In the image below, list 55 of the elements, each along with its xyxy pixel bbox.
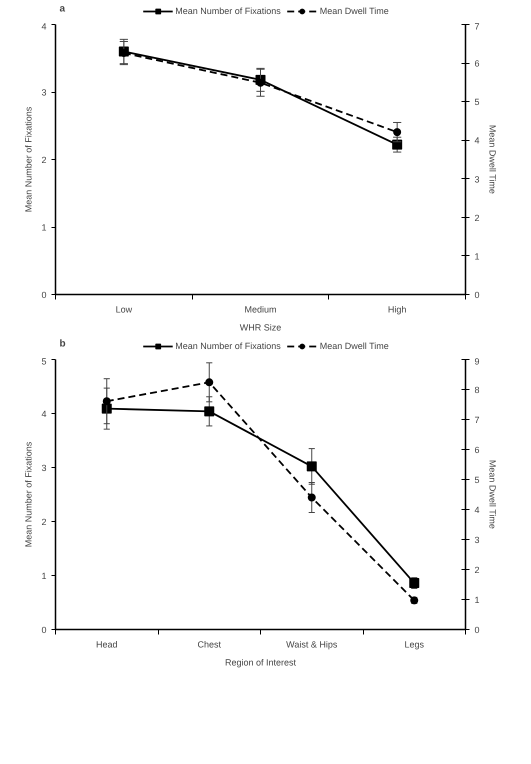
- y2-tick-label: 7: [474, 415, 480, 425]
- text: b: [60, 338, 66, 350]
- x-tick-label: Head: [96, 640, 118, 650]
- y2-tick-label: 4: [474, 505, 480, 515]
- y-tick-label: 1: [41, 222, 47, 232]
- x-tick-label: Legs: [404, 640, 425, 650]
- y-tick-label: 1: [41, 571, 47, 581]
- point: [308, 494, 316, 502]
- legend-label: Mean Dwell Time: [320, 5, 389, 17]
- y2-tick-label: 0: [474, 625, 480, 635]
- y-tick-label: 0: [41, 625, 47, 635]
- y2-tick-label: 2: [474, 212, 480, 223]
- x-tick-label: Medium: [244, 304, 277, 314]
- y-tick-label: 4: [41, 22, 47, 32]
- text: a: [60, 4, 66, 14]
- y-tick-label: 3: [41, 463, 47, 473]
- y-axis-title: Mean Number of Fixations: [23, 106, 34, 212]
- y-tick-label: 2: [41, 517, 47, 527]
- y-tick-label: 3: [41, 88, 47, 98]
- y2-tick-label: 5: [474, 475, 480, 485]
- y2-tick-label: 2: [474, 565, 480, 575]
- point: [306, 461, 317, 472]
- y2-tick-label: 6: [474, 445, 480, 455]
- x-axis-title: WHR Size: [240, 322, 282, 332]
- point: [204, 406, 214, 416]
- point: [102, 397, 111, 406]
- x-axis-title: Region of Interest: [224, 658, 297, 668]
- y-tick-label: 2: [41, 155, 47, 165]
- y-tick-label: 5: [41, 356, 47, 366]
- point: [393, 128, 402, 136]
- y2-tick-label: 0: [474, 290, 480, 300]
- y2-tick-label: 4: [474, 136, 480, 146]
- y2-tick-label: 6: [474, 58, 480, 69]
- legend-label: Mean Number of Fixations: [175, 340, 281, 352]
- y-axis-title: Mean Number of Fixations: [23, 441, 34, 548]
- y2-tick-label: 5: [474, 97, 480, 108]
- x-tick-label: Chest: [197, 640, 222, 650]
- y-tick-label: 0: [41, 290, 47, 300]
- y-tick-label: 4: [41, 409, 47, 419]
- y2-tick-label: 7: [474, 22, 480, 32]
- point: [205, 378, 214, 386]
- y2-tick-label: 9: [474, 356, 480, 366]
- legend-label: Mean Dwell Time: [320, 340, 389, 352]
- x-tick-label: High: [388, 304, 406, 314]
- y2-tick-label: 8: [474, 385, 480, 395]
- x-tick-label: Waist & Hips: [286, 640, 338, 650]
- y2-tick-label: 3: [474, 535, 480, 545]
- x-tick-label: Low: [116, 304, 133, 314]
- y2-tick-label: 3: [474, 174, 480, 184]
- y2-tick-label: 1: [474, 251, 480, 262]
- y2-axis-title: Mean Dwell Time: [488, 460, 498, 529]
- legend-label: Mean Number of Fixations: [175, 5, 281, 17]
- y2-axis-title: Mean Dwell Time: [488, 124, 498, 194]
- point: [256, 78, 264, 87]
- y2-tick-label: 1: [474, 595, 480, 605]
